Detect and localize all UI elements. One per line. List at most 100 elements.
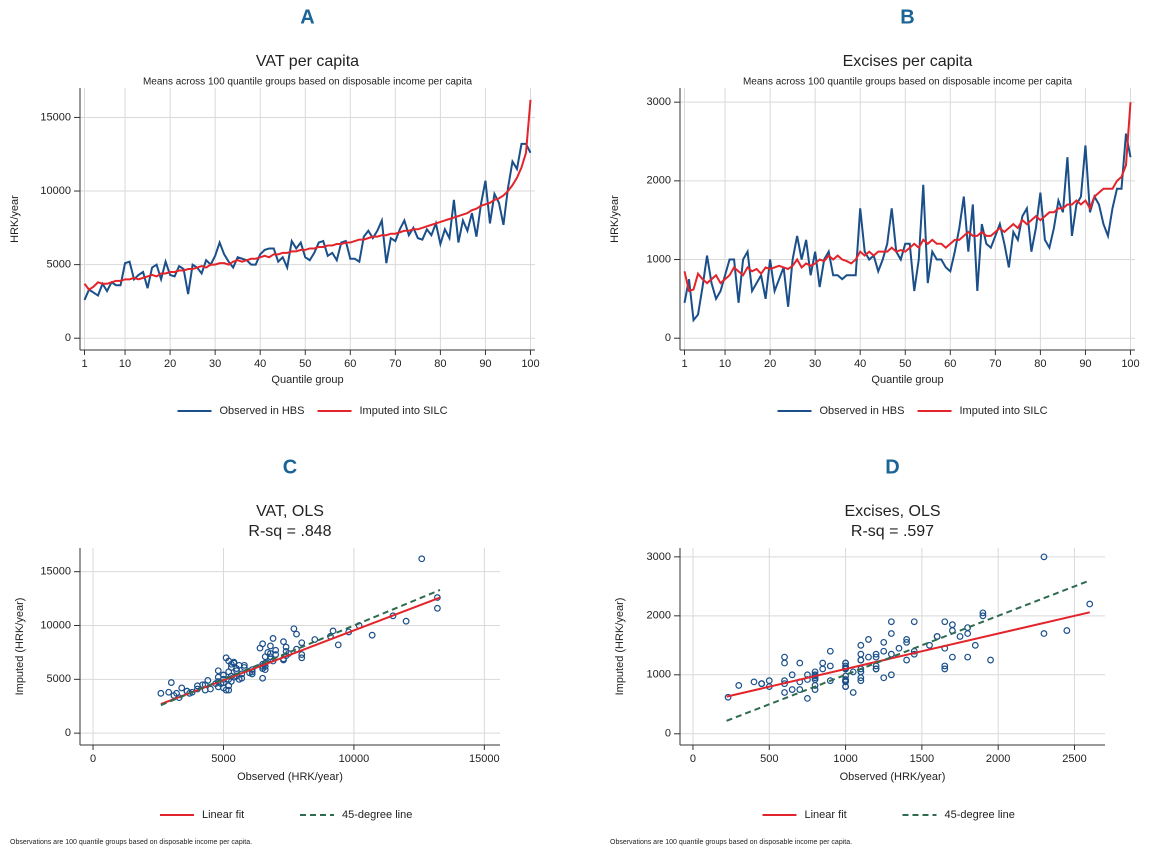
scatter-point [248, 670, 256, 678]
x-tick-label: 90 [479, 358, 491, 370]
x-tick-label: 20 [164, 358, 176, 370]
scatter-point [849, 689, 857, 696]
scatter-point [872, 650, 880, 658]
legend-label: Imputed into SILC [960, 405, 1048, 417]
scatter-point [280, 638, 287, 646]
scatter-point [1063, 627, 1071, 634]
data-line [683, 102, 1132, 293]
scatter-point [788, 671, 796, 679]
x-tick-label: 30 [809, 358, 821, 370]
y-tick-label: 2000 [647, 610, 671, 622]
scatter-point [865, 653, 872, 661]
scatter-point [842, 659, 849, 667]
x-tick-label: 2500 [1062, 753, 1086, 765]
x-tick-label: 80 [434, 358, 446, 370]
y-tick-label: 10000 [40, 619, 71, 631]
legend-label: 45-degree line [945, 809, 1015, 821]
scatter-point [926, 641, 933, 649]
x-tick-label: 10 [119, 358, 131, 370]
scatter-point [781, 653, 788, 661]
note: Observations are 100 quantile groups bas… [10, 839, 252, 846]
scatter-point [418, 555, 426, 563]
legend-label: Observed in HBS [220, 405, 305, 417]
y-tick-label: 0 [665, 728, 671, 740]
x-tick-label: 10000 [339, 753, 370, 765]
x-tick-label: 1 [681, 358, 687, 370]
legend-label: Imputed into SILC [360, 405, 448, 417]
x-tick-label: 0 [690, 753, 696, 765]
panel-label: B [900, 6, 914, 28]
scatter-point [804, 695, 811, 702]
fit-line [726, 611, 1090, 698]
x-tick-label: 80 [1034, 358, 1046, 370]
scatter-point [735, 682, 743, 689]
y-tick-label: 15000 [40, 566, 71, 578]
x-tick-label: 40 [854, 358, 866, 370]
scatter-point [964, 630, 972, 637]
scatter-point [971, 641, 979, 649]
fit-line [726, 579, 1091, 722]
scatter-point [948, 653, 956, 661]
scatter-point [903, 636, 911, 643]
x-tick-label: 1000 [833, 753, 857, 765]
x-tick-label: 15000 [469, 753, 500, 765]
y-axis-label: HRK/year [9, 195, 21, 243]
scatter-point [964, 653, 972, 661]
y-tick-label: 1000 [647, 669, 671, 681]
x-tick-label: 70 [389, 358, 401, 370]
scatter-point [880, 647, 888, 655]
x-tick-label: 50 [299, 358, 311, 370]
scatter-point [204, 677, 212, 684]
y-tick-label: 1000 [647, 253, 671, 265]
scatter-point [857, 656, 865, 664]
scatter-point [157, 689, 165, 697]
scatter-point [167, 679, 175, 686]
scatter-point [880, 674, 888, 682]
scatter-point [857, 677, 865, 685]
scatter-point [788, 686, 796, 693]
y-tick-label: 3000 [647, 551, 671, 563]
scatter-point [941, 665, 949, 673]
scatter-point [887, 630, 895, 637]
scatter-point [272, 646, 280, 654]
x-tick-label: 60 [344, 358, 356, 370]
scatter-point [987, 656, 994, 664]
chart-title: VAT, OLS [256, 503, 324, 520]
scatter-point [842, 677, 849, 685]
panel-label: D [885, 456, 899, 478]
scatter-point [872, 653, 880, 661]
scatter-point [298, 651, 306, 658]
x-tick-label: 100 [521, 358, 539, 370]
scatter-point [298, 639, 306, 647]
scatter-point [334, 641, 342, 649]
scatter-point [259, 674, 267, 682]
scatter-point [1040, 630, 1048, 637]
legend-label: Linear fit [202, 809, 244, 821]
x-tick-label: 2000 [986, 753, 1010, 765]
scatter-point [750, 678, 758, 686]
x-tick-label: 60 [944, 358, 956, 370]
scatter-point [222, 654, 230, 662]
scatter-point [368, 631, 376, 639]
scatter-point [811, 674, 819, 682]
scatter-point [311, 636, 319, 643]
scatter-point [758, 680, 766, 688]
scatter-point [214, 667, 222, 675]
scatter-point [819, 665, 827, 673]
legend-label: 45-degree line [342, 809, 412, 821]
scatter-point [826, 677, 834, 685]
panel-label: A [300, 6, 314, 28]
scatter-point [872, 665, 880, 673]
scatter-point [402, 617, 410, 625]
scatter-point [178, 684, 186, 692]
legend-label: Linear fit [805, 809, 847, 821]
y-tick-label: 5000 [47, 259, 71, 271]
x-axis-label: Observed (HRK/year) [237, 771, 343, 783]
y-axis-label: HRK/year [609, 195, 621, 243]
scatter-point [282, 643, 290, 651]
scatter-point [433, 594, 441, 601]
x-tick-label: 10 [719, 358, 731, 370]
scatter-point [887, 671, 895, 679]
x-tick-label: 40 [254, 358, 266, 370]
data-line [83, 99, 532, 291]
